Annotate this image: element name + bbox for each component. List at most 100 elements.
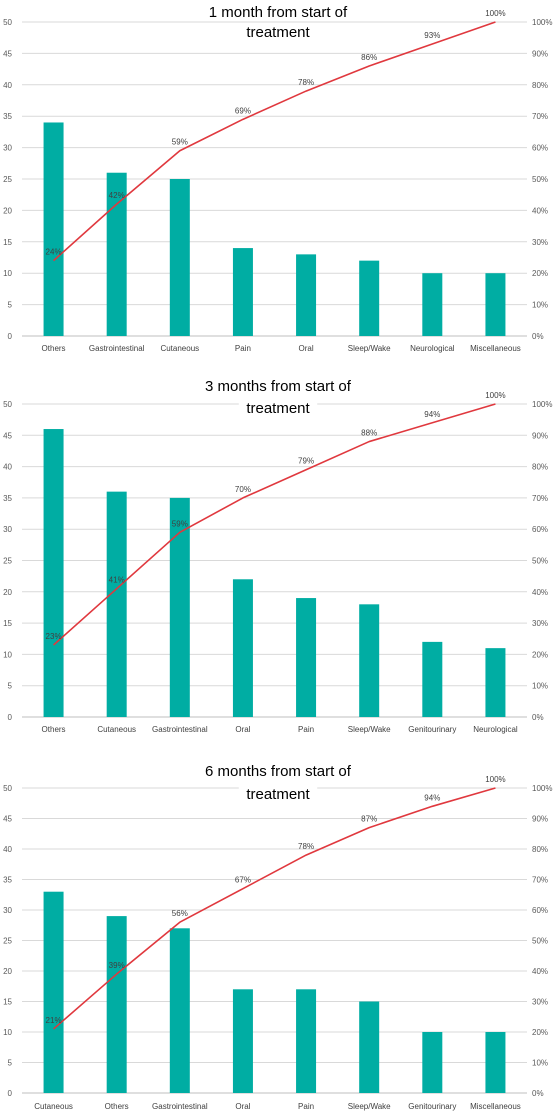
y-tick-label: 0 xyxy=(8,332,13,341)
y2-tick-label: 50% xyxy=(532,557,548,566)
chart-title-line: 6 months from start of xyxy=(205,763,352,780)
x-tick-label: Gastrointestinal xyxy=(89,344,145,353)
y-tick-label: 15 xyxy=(3,998,12,1007)
cumulative-data-label: 59% xyxy=(172,138,188,147)
bar xyxy=(359,260,380,336)
x-tick-label: Others xyxy=(42,344,66,353)
y2-tick-label: 100% xyxy=(532,18,552,27)
y2-tick-label: 70% xyxy=(532,112,548,121)
cumulative-line xyxy=(53,403,496,646)
y-tick-label: 35 xyxy=(3,112,12,121)
y-tick-label: 45 xyxy=(3,815,12,824)
y2-tick-label: 50% xyxy=(532,937,548,946)
bar xyxy=(422,641,443,717)
y2-tick-label: 40% xyxy=(532,588,548,597)
y2-tick-label: 70% xyxy=(532,494,548,503)
cumulative-data-label: 100% xyxy=(485,391,505,400)
y-tick-label: 30 xyxy=(3,525,12,534)
bar xyxy=(169,497,190,717)
x-tick-label: Genitourinary xyxy=(408,1102,456,1111)
y-tick-label: 50 xyxy=(3,400,12,409)
y2-tick-label: 0% xyxy=(532,713,544,722)
y-tick-label: 35 xyxy=(3,494,12,503)
cumulative-data-label: 100% xyxy=(485,9,505,18)
pareto-chart-6-months: 0 5 10 15 20 25 30 35 40 45 50 0% 10% 20% 30% 40% 50% 60%… xyxy=(3,762,552,1111)
y-tick-label: 25 xyxy=(3,937,12,946)
gridlines xyxy=(22,787,527,1094)
y-tick-label: 15 xyxy=(3,238,12,247)
cumulative-data-label: 79% xyxy=(298,457,314,466)
y-tick-label: 35 xyxy=(3,876,12,885)
cumulative-data-label: 100% xyxy=(485,775,505,784)
y-tick-label: 20 xyxy=(3,967,12,976)
bar xyxy=(296,598,317,717)
y-tick-label: 45 xyxy=(3,49,12,58)
cumulative-data-label: 59% xyxy=(172,519,188,528)
y-tick-label: 20 xyxy=(3,588,12,597)
y-tick-label: 20 xyxy=(3,206,12,215)
y2-tick-label: 10% xyxy=(532,1059,548,1068)
x-tick-label: Sleep/Wake xyxy=(348,344,391,353)
cumulative-data-label: 87% xyxy=(361,815,377,824)
title-background xyxy=(238,785,318,803)
y-tick-label: 50 xyxy=(3,784,12,793)
gridlines xyxy=(22,21,527,337)
bar xyxy=(296,254,317,336)
x-tick-label: Others xyxy=(42,725,66,734)
chart-panel-3-months: 0 5 10 15 20 25 30 35 40 45 50 0% 10% 20% 30% 40% 50% 60%… xyxy=(0,372,557,746)
y2-tick-label: 0% xyxy=(532,1089,544,1098)
x-tick-label: Sleep/Wake xyxy=(348,1102,391,1111)
y2-tick-label: 90% xyxy=(532,815,548,824)
bar xyxy=(169,928,190,1093)
bar xyxy=(232,248,253,336)
x-tick-label: Pain xyxy=(298,1102,314,1111)
bar xyxy=(43,891,64,1093)
pareto-chart-3-months: 0 5 10 15 20 25 30 35 40 45 50 0% 10% 20% 30% 40% 50% 60%… xyxy=(3,377,552,734)
y-tick-label: 25 xyxy=(3,557,12,566)
chart-title: 1 month from start of treatment xyxy=(193,3,363,41)
y-tick-label: 10 xyxy=(3,1028,12,1037)
x-tick-label: Miscellaneous xyxy=(470,344,521,353)
bar xyxy=(43,122,64,336)
x-tick-label: Miscellaneous xyxy=(470,1102,521,1111)
y2-tick-label: 30% xyxy=(532,238,548,247)
x-tick-label: Pain xyxy=(235,344,251,353)
y-tick-label: 50 xyxy=(3,18,12,27)
x-tick-label: Sleep/Wake xyxy=(348,725,391,734)
chart-title-line: treatment xyxy=(246,786,310,803)
y2-tick-label: 100% xyxy=(532,400,552,409)
chart-panel-6-months: 0 5 10 15 20 25 30 35 40 45 50 0% 10% 20% 30% 40% 50% 60%… xyxy=(0,746,557,1120)
x-tick-label: Gastrointestinal xyxy=(152,725,208,734)
y-tick-label: 40 xyxy=(3,463,12,472)
cumulative-line xyxy=(53,787,496,1030)
y-tick-label: 5 xyxy=(8,1059,13,1068)
title-background xyxy=(193,3,363,21)
chart-panel-1-month: 0 5 10 15 20 25 30 35 40 45 50 0% 10% 20% 30% 40% 50% 60%… xyxy=(0,0,557,372)
y2-tick-label: 10% xyxy=(532,301,548,310)
y-tick-label: 0 xyxy=(8,1089,13,1098)
y2-tick-label: 40% xyxy=(532,206,548,215)
cumulative-data-label: 86% xyxy=(361,53,377,62)
y-tick-label: 25 xyxy=(3,175,12,184)
cumulative-data-label: 69% xyxy=(235,106,251,115)
pareto-chart-1-month: 0 5 10 15 20 25 30 35 40 45 50 0% 10% 20% 30% 40% 50% 60%… xyxy=(3,3,552,353)
x-tick-label: Cutaneous xyxy=(160,344,199,353)
cumulative-data-label: 93% xyxy=(424,31,440,40)
bar xyxy=(43,429,64,717)
y2-tick-label: 60% xyxy=(532,144,548,153)
bar xyxy=(296,989,317,1093)
y-tick-label: 10 xyxy=(3,269,12,278)
bar xyxy=(232,989,253,1093)
y-tick-label: 5 xyxy=(8,682,13,691)
bar xyxy=(106,491,127,717)
cumulative-data-label: 41% xyxy=(109,576,125,585)
cumulative-line xyxy=(53,21,496,262)
cumulative-data-label: 88% xyxy=(361,429,377,438)
chart-title-line: treatment xyxy=(246,24,310,41)
title-background xyxy=(189,377,367,395)
y-tick-label: 30 xyxy=(3,144,12,153)
y-tick-label: 30 xyxy=(3,906,12,915)
x-tick-label: Genitourinary xyxy=(408,725,456,734)
bar xyxy=(359,604,380,717)
y2-tick-label: 40% xyxy=(532,967,548,976)
